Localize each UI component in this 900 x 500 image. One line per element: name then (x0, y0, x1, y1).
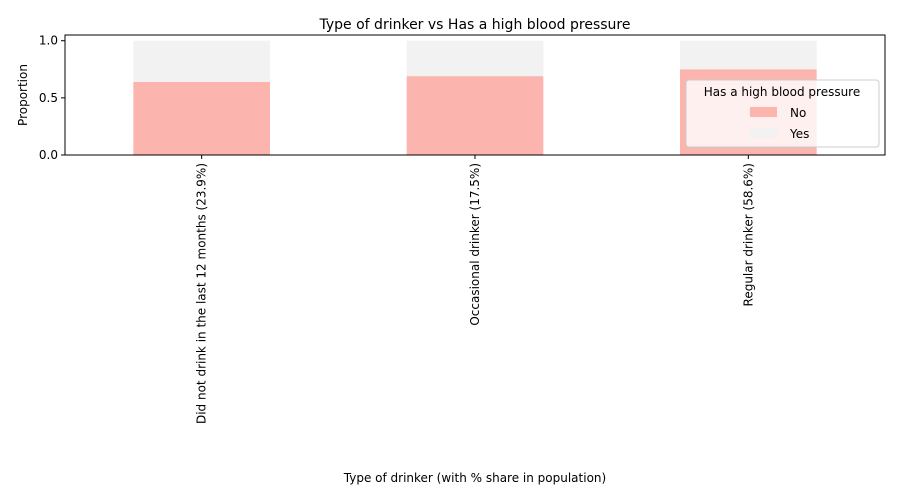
bar-yes-0 (133, 40, 270, 82)
legend-swatch-no (750, 107, 777, 117)
legend-label-no: No (790, 106, 806, 120)
x-tick-label: Did not drink in the last 12 months (23.… (195, 163, 209, 424)
y-axis: 0.0 0.5 1.0 (39, 34, 65, 162)
chart-title: Type of drinker vs Has a high blood pres… (319, 17, 631, 33)
x-axis: Did not drink in the last 12 months (23.… (195, 155, 755, 424)
bar-no-1 (406, 76, 544, 155)
legend-label-yes: Yes (789, 127, 809, 141)
bar-yes-2 (680, 40, 817, 70)
x-tick-label: Occasional drinker (17.5%) (468, 163, 482, 326)
y-axis-label: Proportion (16, 64, 30, 126)
y-tick-label: 1.0 (39, 34, 58, 48)
legend-swatch-yes (750, 128, 777, 138)
y-tick-label: 0.0 (39, 148, 58, 162)
x-axis-label: Type of drinker (with % share in populat… (343, 471, 606, 485)
legend-box (685, 79, 880, 148)
bar-no-0 (133, 81, 270, 155)
y-tick-label: 0.5 (39, 91, 58, 105)
legend-title: Has a high blood pressure (704, 85, 861, 99)
bar-yes-1 (406, 40, 544, 77)
x-tick-label: Regular drinker (58.6%) (741, 163, 755, 306)
legend: Has a high blood pressure No Yes (685, 79, 880, 148)
